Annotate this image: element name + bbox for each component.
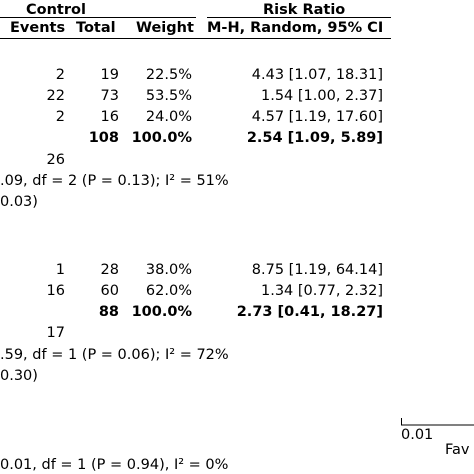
events-column-header: Events <box>10 20 66 36</box>
subtotal-ci-cell: 2.73 [0.41, 18.27] <box>236 304 383 320</box>
control-events-cell: 1 <box>55 262 65 278</box>
risk-ratio-group-header: Risk Ratio <box>263 2 346 18</box>
control-events-cell: 2 <box>55 109 65 125</box>
total-events-cell: 26 <box>46 152 65 168</box>
control-events-cell: 16 <box>46 283 65 299</box>
risk-ratio-header-rule <box>207 17 391 18</box>
subtotal-weight-cell: 100.0% <box>131 304 192 320</box>
weight-cell: 38.0% <box>145 262 192 278</box>
weight-cell: 22.5% <box>145 67 192 83</box>
subtotal-total-cell: 108 <box>88 130 119 146</box>
weight-cell: 53.5% <box>145 88 192 104</box>
total-column-header: Total <box>76 20 116 36</box>
subtotal-total-cell: 88 <box>98 304 119 320</box>
weight-cell: 24.0% <box>145 109 192 125</box>
control-total-cell: 73 <box>100 88 119 104</box>
overall-effect-text: 0.30) <box>0 368 38 384</box>
heterogeneity-text: .59, df = 1 (P = 0.06); I² = 72% <box>0 347 229 363</box>
risk-ratio-ci-cell: 4.57 [1.19, 17.60] <box>251 109 383 125</box>
control-group-header: Control <box>26 2 86 18</box>
overall-effect-text: 0.03) <box>0 194 38 210</box>
control-total-cell: 19 <box>100 67 119 83</box>
risk-ratio-ci-cell: 8.75 [1.19, 64.14] <box>251 262 383 278</box>
subtotal-ci-cell: 2.54 [1.09, 5.89] <box>246 130 383 146</box>
risk-ratio-ci-cell: 1.54 [1.00, 2.37] <box>261 88 383 104</box>
total-events-cell: 17 <box>46 325 65 341</box>
control-total-cell: 60 <box>100 283 119 299</box>
control-events-cell: 22 <box>46 88 65 104</box>
subgroup-difference-text: 0.01, df = 1 (P = 0.94), I² = 0% <box>0 457 229 473</box>
risk-ratio-ci-cell: 1.34 [0.77, 2.32] <box>261 283 383 299</box>
control-events-cell: 2 <box>55 67 65 83</box>
control-header-rule <box>0 17 196 18</box>
favours-label: Fav <box>445 442 470 458</box>
weight-cell: 62.0% <box>145 283 192 299</box>
subtotal-weight-cell: 100.0% <box>131 130 192 146</box>
control-total-cell: 16 <box>100 109 119 125</box>
risk-ratio-ci-cell: 4.43 [1.07, 18.31] <box>251 67 383 83</box>
header-bottom-rule <box>0 38 391 39</box>
axis-tick-label: 0.01 <box>401 427 434 443</box>
weight-column-header: Weight <box>136 20 194 36</box>
control-total-cell: 28 <box>100 262 119 278</box>
method-column-header: M-H, Random, 95% CI <box>207 20 384 36</box>
heterogeneity-text: .09, df = 2 (P = 0.13); I² = 51% <box>0 173 229 189</box>
